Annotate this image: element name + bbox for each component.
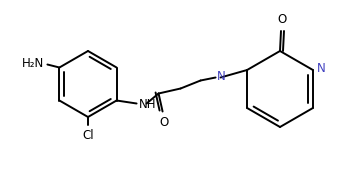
Text: N: N [216, 70, 225, 83]
Text: NH: NH [139, 98, 156, 111]
Text: H₂N: H₂N [22, 57, 44, 70]
Text: N: N [317, 62, 326, 76]
Text: O: O [277, 13, 287, 26]
Text: Cl: Cl [82, 129, 94, 142]
Text: O: O [159, 116, 168, 129]
